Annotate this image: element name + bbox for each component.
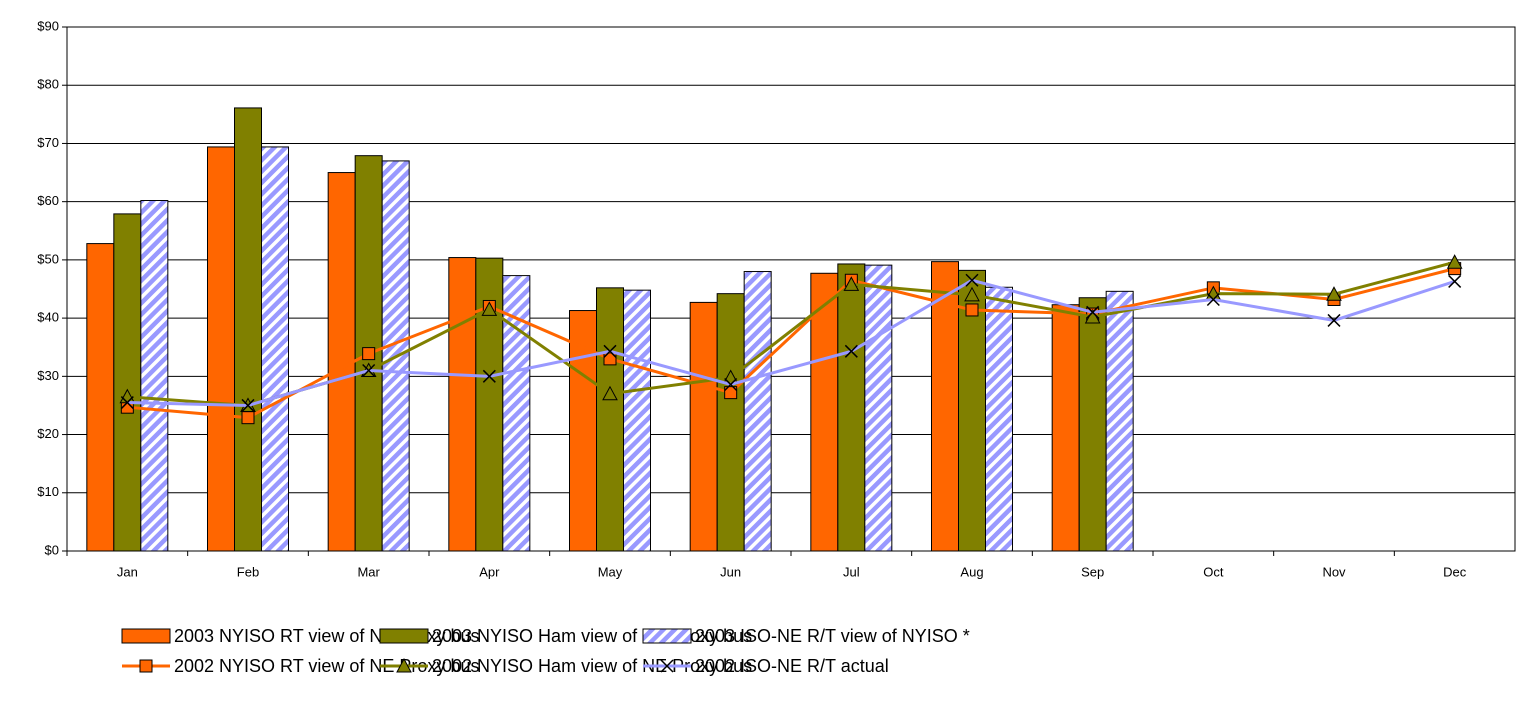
bar	[1051, 304, 1080, 552]
line-marker	[603, 344, 617, 358]
line-marker	[1446, 254, 1463, 269]
x-tick-label: Aug	[960, 564, 983, 579]
y-tick-label: $80	[37, 77, 59, 92]
x-tick-label: Oct	[1203, 564, 1224, 579]
line-marker	[362, 347, 376, 361]
legend-swatch	[642, 628, 692, 644]
y-tick-label: $20	[37, 426, 59, 441]
line-marker	[843, 276, 860, 291]
bar	[1078, 297, 1107, 552]
line-marker	[1206, 292, 1220, 307]
bar	[931, 261, 959, 552]
legend-label: 2002 ISO-NE R/T actual	[695, 656, 889, 676]
bar	[689, 301, 718, 552]
legend-marker	[660, 659, 674, 673]
x-tick-label: Jun	[720, 564, 741, 579]
legend-label: 2003 ISO-NE R/T view of NYISO *	[695, 626, 970, 646]
y-tick-label: $70	[37, 135, 59, 150]
bar	[1105, 290, 1134, 552]
line	[127, 278, 1456, 407]
bar	[716, 293, 745, 552]
bar	[234, 107, 262, 552]
y-tick-label: $50	[37, 251, 59, 266]
legend-marker	[139, 659, 153, 673]
x-tick-label: Jul	[843, 564, 860, 579]
bar	[140, 200, 169, 552]
bar	[743, 271, 772, 552]
line-marker	[362, 363, 376, 378]
legend-swatch	[121, 628, 171, 644]
line-marker	[724, 377, 738, 392]
y-tick-label: $0	[45, 542, 59, 557]
x-tick-label: Apr	[479, 564, 500, 579]
line-marker	[964, 286, 980, 302]
plot-area	[66, 26, 1516, 552]
line-marker	[241, 398, 255, 412]
bar	[86, 243, 115, 552]
y-tick-label: $90	[37, 18, 59, 33]
line-marker	[1086, 305, 1100, 319]
line-marker	[603, 352, 617, 366]
legend-marker	[396, 657, 412, 673]
line-marker	[1326, 286, 1342, 301]
line-marker	[602, 385, 618, 401]
bar	[448, 257, 477, 552]
line-marker	[120, 396, 134, 410]
bar	[261, 146, 289, 552]
bar	[596, 287, 624, 552]
x-tick-label: Jan	[117, 564, 138, 579]
bar	[113, 213, 142, 552]
bar	[623, 289, 651, 552]
line-marker	[844, 344, 858, 358]
y-tick-label: $60	[37, 193, 59, 208]
line-marker	[965, 273, 979, 287]
line-marker	[481, 301, 498, 316]
bar	[958, 269, 986, 552]
bar	[837, 263, 866, 552]
line-marker	[724, 386, 738, 400]
line-marker	[482, 369, 496, 383]
y-tick-label: $30	[37, 368, 59, 383]
line-marker	[1448, 274, 1462, 288]
bar	[810, 272, 839, 552]
legend-swatch	[379, 628, 429, 644]
bar	[207, 146, 235, 552]
x-tick-label: Nov	[1322, 564, 1346, 579]
y-tick-label: $40	[37, 310, 59, 325]
y-tick-label: $10	[37, 484, 59, 499]
x-tick-label: Sep	[1081, 564, 1104, 579]
bar	[354, 155, 383, 552]
line	[127, 267, 1456, 420]
bar	[985, 286, 1013, 552]
line-marker	[241, 411, 255, 425]
line-marker	[965, 303, 979, 317]
bar	[864, 264, 893, 552]
line-marker	[1327, 313, 1341, 327]
x-tick-label: Mar	[357, 564, 380, 579]
x-tick-label: Dec	[1443, 564, 1467, 579]
x-tick-label: May	[598, 564, 623, 579]
x-tick-label: Feb	[237, 564, 259, 579]
